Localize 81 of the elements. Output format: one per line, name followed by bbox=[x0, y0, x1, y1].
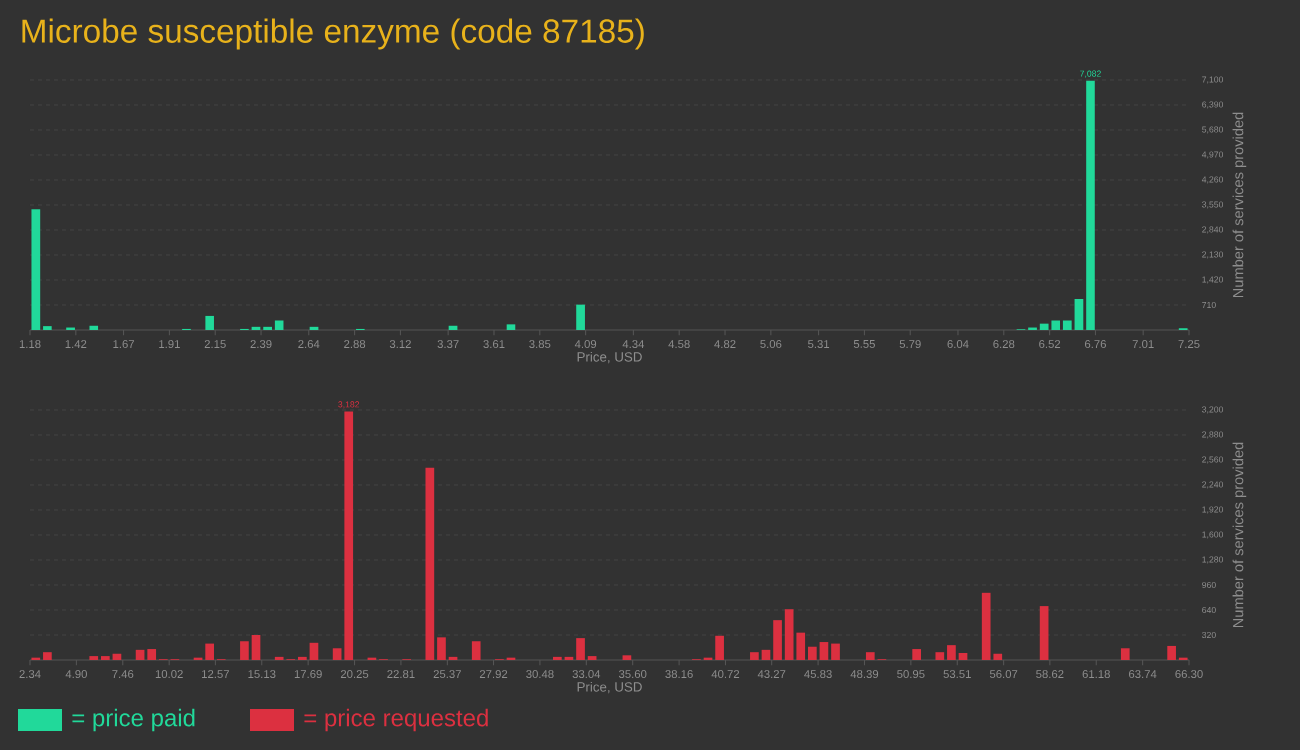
y-tick-label: 2,840 bbox=[1202, 226, 1224, 234]
x-tick-label: 5.55 bbox=[853, 340, 875, 348]
x-tick-label: 5.79 bbox=[899, 340, 921, 349]
x-tick-label: 17.69 bbox=[294, 670, 322, 679]
x-tick-label: 63.74 bbox=[1129, 670, 1157, 679]
y-tick-label: 320 bbox=[1202, 631, 1216, 639]
y-tick-label: 2,240 bbox=[1202, 481, 1224, 489]
x-tick-label: 45.83 bbox=[804, 670, 832, 679]
x-tick-label: 1.42 bbox=[65, 340, 87, 348]
x-tick-label: 61.18 bbox=[1082, 670, 1110, 679]
x-tick-label: 4.90 bbox=[65, 670, 87, 679]
y-tick-label: 640 bbox=[1202, 606, 1216, 614]
x-tick-label: 3.12 bbox=[389, 340, 411, 349]
x-tick-label: 2.88 bbox=[344, 340, 366, 349]
x-tick-label: 3.85 bbox=[529, 340, 551, 349]
x-tick-label: 30.48 bbox=[526, 670, 554, 679]
y-tick-label: 2,880 bbox=[1202, 431, 1224, 439]
x-tick-label: 58.62 bbox=[1036, 670, 1064, 679]
x-tick-label: 38.16 bbox=[665, 670, 693, 679]
data-label: 7,082 bbox=[1080, 70, 1101, 78]
x-tick-label: 12.57 bbox=[202, 670, 229, 679]
x-tick-label: 25.37 bbox=[433, 670, 461, 679]
x-axis-title: Price, USD bbox=[577, 351, 642, 364]
x-tick-label: 48.39 bbox=[850, 670, 879, 679]
y-tick-label: 1,920 bbox=[1202, 506, 1224, 514]
x-tick-label: 2.64 bbox=[298, 340, 320, 349]
x-tick-label: 43.27 bbox=[757, 670, 786, 679]
x-tick-label: 2.39 bbox=[250, 340, 272, 349]
y-tick-label: 6,390 bbox=[1202, 101, 1224, 109]
x-tick-label: 3.37 bbox=[437, 340, 459, 349]
legend-label: = price paid bbox=[72, 708, 195, 732]
y-tick-label: 1,420 bbox=[1202, 276, 1224, 284]
x-tick-label: 66.30 bbox=[1175, 670, 1203, 679]
x-tick-label: 56.07 bbox=[989, 670, 1018, 679]
x-tick-label: 15.13 bbox=[248, 670, 276, 679]
x-tick-label: 7.46 bbox=[112, 670, 134, 679]
y-tick-label: 2,130 bbox=[1202, 251, 1224, 259]
x-tick-label: 5.06 bbox=[760, 340, 782, 349]
legend-label: = price requested bbox=[304, 708, 488, 732]
x-tick-label: 4.09 bbox=[574, 340, 597, 349]
x-tick-label: 1.91 bbox=[159, 340, 180, 349]
x-tick-label: 27.92 bbox=[479, 670, 508, 679]
y-axis-title: Number of services provided bbox=[1232, 442, 1247, 628]
x-tick-label: 6.28 bbox=[993, 340, 1015, 349]
x-tick-label: 6.76 bbox=[1085, 340, 1106, 349]
x-tick-label: 4.34 bbox=[622, 340, 645, 349]
x-axis-title: Price, USD bbox=[577, 681, 642, 694]
data-label: 3,182 bbox=[338, 401, 360, 409]
y-axis-title: Number of services provided bbox=[1232, 112, 1247, 298]
y-tick-label: 1,600 bbox=[1202, 531, 1224, 539]
y-tick-label: 7,100 bbox=[1202, 76, 1224, 84]
x-tick-label: 5.31 bbox=[808, 340, 830, 349]
x-tick-label: 33.04 bbox=[572, 670, 601, 679]
x-tick-label: 6.04 bbox=[947, 340, 969, 349]
x-tick-label: 1.18 bbox=[19, 340, 41, 349]
y-tick-label: 3,550 bbox=[1202, 201, 1224, 209]
x-tick-label: 10.02 bbox=[155, 670, 183, 679]
x-tick-label: 35.60 bbox=[618, 670, 647, 679]
x-tick-label: 40.72 bbox=[711, 670, 740, 679]
x-tick-label: 2.15 bbox=[204, 340, 226, 349]
x-tick-label: 1.67 bbox=[113, 340, 135, 349]
y-tick-label: 5,680 bbox=[1202, 126, 1224, 134]
y-tick-label: 2,560 bbox=[1202, 456, 1224, 464]
y-tick-label: 710 bbox=[1202, 301, 1216, 309]
chart-title: Microbe susceptible enzyme (code 87185) bbox=[22, 18, 644, 50]
x-tick-label: 3.61 bbox=[483, 340, 505, 349]
x-tick-label: 22.81 bbox=[387, 670, 415, 679]
y-tick-label: 960 bbox=[1202, 581, 1216, 589]
x-tick-label: 4.82 bbox=[714, 340, 736, 349]
x-tick-label: 7.01 bbox=[1132, 340, 1154, 349]
x-tick-label: 20.25 bbox=[340, 670, 369, 679]
x-tick-label: 4.58 bbox=[668, 340, 690, 349]
y-tick-label: 3,200 bbox=[1202, 406, 1224, 414]
y-tick-label: 4,260 bbox=[1201, 176, 1224, 184]
x-tick-label: 2.34 bbox=[19, 670, 41, 679]
x-tick-label: 7.25 bbox=[1178, 340, 1200, 349]
x-tick-label: 50.95 bbox=[897, 670, 925, 679]
x-tick-label: 53.51 bbox=[943, 670, 971, 679]
y-tick-label: 1,280 bbox=[1202, 556, 1224, 564]
x-tick-label: 6.52 bbox=[1039, 340, 1061, 349]
y-tick-label: 4,970 bbox=[1201, 151, 1224, 159]
